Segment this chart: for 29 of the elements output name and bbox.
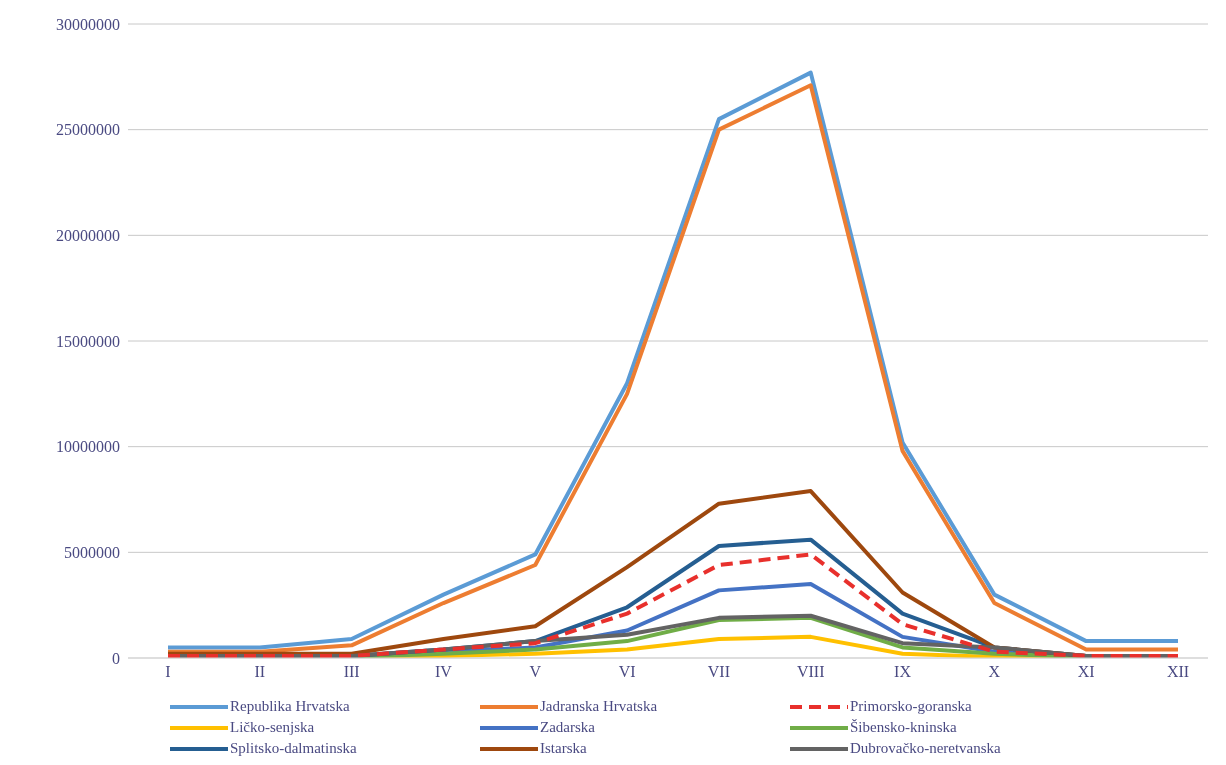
line-series	[166, 552, 1180, 658]
y-tick-label: 15000000	[56, 332, 120, 350]
x-tick-label: II	[254, 663, 266, 681]
x-tick-label: I	[165, 663, 171, 681]
legend-label: Zadarska	[540, 719, 595, 736]
y-tick-label: 5000000	[64, 544, 120, 562]
x-tick-label: X	[988, 663, 1001, 681]
x-tick-label: III	[343, 663, 360, 681]
x-tick-label: VIII	[796, 663, 825, 681]
x-tick-label: VII	[707, 663, 731, 681]
x-tick-label: IV	[435, 663, 453, 681]
x-tick-label: XI	[1077, 663, 1095, 681]
legend-label: Dubrovačko-neretvanska	[850, 740, 1001, 757]
legend-label: Republika Hrvatska	[230, 698, 350, 715]
legend-label: Šibensko-kninska	[850, 719, 957, 736]
y-tick-label: 20000000	[56, 227, 120, 245]
y-tick-label: 30000000	[56, 15, 120, 33]
legend-label: Ličko-senjska	[230, 719, 315, 736]
x-tick-label: IX	[894, 663, 912, 681]
legend-label: Istarska	[540, 740, 587, 757]
x-tick-label: XII	[1166, 663, 1190, 681]
y-tick-label: 25000000	[56, 121, 120, 139]
y-tick-label: 10000000	[56, 438, 120, 456]
x-tick-label: VI	[618, 663, 636, 681]
legend-label: Primorsko-goranska	[850, 698, 972, 715]
y-tick-label: 0	[112, 649, 120, 667]
x-tick-label: V	[529, 663, 542, 681]
legend-label: Splitsko-dalmatinska	[230, 740, 357, 757]
legend-label: Jadranska Hrvatska	[540, 698, 658, 715]
